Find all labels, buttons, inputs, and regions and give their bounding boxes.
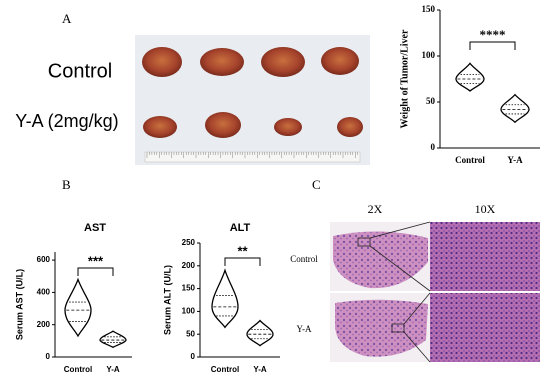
x-tick-label: Y-A — [253, 365, 267, 374]
y-axis-label: Serum ALT (U/L) — [162, 265, 172, 335]
chart-title: AST — [84, 222, 106, 234]
liver — [321, 47, 359, 75]
row-label: Control — [48, 60, 112, 82]
violin — [455, 62, 485, 92]
liver — [143, 116, 177, 138]
zoom-line — [369, 221, 431, 239]
y-tick-label: 100 — [182, 307, 196, 316]
zoom-line — [403, 292, 431, 325]
significance-bracket — [77, 267, 114, 276]
violin — [211, 268, 239, 329]
liver — [200, 48, 244, 76]
x-tick-label: Control — [455, 155, 485, 165]
histology-image — [430, 222, 540, 291]
y-tick-label: 150 — [182, 284, 196, 293]
row-label: Control — [290, 254, 318, 264]
chart-title: ALT — [230, 222, 251, 234]
significance-bracket — [469, 41, 516, 50]
livers — [142, 47, 363, 138]
y-axis-label: Serum AST (U/L) — [14, 269, 24, 340]
panel-label: C — [312, 177, 321, 192]
significance-label: *** — [88, 253, 104, 268]
column-label: 2X — [368, 202, 383, 216]
y-tick-label: 400 — [37, 287, 51, 296]
tissue — [335, 299, 428, 357]
x-tick-label: Control — [211, 365, 239, 374]
y-tick-label: 0 — [46, 352, 51, 361]
zoom-line — [403, 331, 431, 363]
y-tick-label: 250 — [182, 238, 196, 247]
violin — [99, 330, 127, 349]
significance-label: ** — [237, 243, 248, 258]
violin — [64, 277, 92, 338]
liver — [274, 118, 302, 136]
liver — [337, 117, 363, 137]
panel-label: A — [62, 11, 72, 26]
tissue — [333, 231, 428, 289]
y-tick-label: 150 — [422, 4, 436, 14]
row-label: Y-A (2mg/kg) — [15, 111, 118, 131]
violin — [246, 319, 274, 347]
liver — [205, 112, 241, 138]
significance-label: **** — [480, 27, 506, 42]
y-tick-label: 200 — [182, 261, 196, 270]
violin — [500, 93, 530, 124]
panel-label: B — [62, 177, 71, 192]
y-tick-label: 200 — [37, 320, 51, 329]
y-tick-label: 100 — [422, 50, 436, 60]
ruler-ticks — [146, 152, 358, 158]
y-tick-label: 50 — [426, 96, 436, 106]
y-tick-label: 600 — [37, 255, 51, 264]
y-axis-label: Weight of Tumor/Liver — [399, 29, 410, 128]
x-tick-label: Control — [64, 365, 92, 374]
liver — [142, 47, 182, 77]
liver — [261, 47, 305, 77]
x-tick-label: Y-A — [106, 365, 120, 374]
y-tick-label: 0 — [191, 352, 196, 361]
zoom-box — [357, 237, 371, 247]
x-tick-label: Y-A — [507, 155, 523, 165]
significance-bracket — [224, 257, 261, 266]
y-tick-label: 50 — [186, 329, 195, 338]
column-label: 10X — [475, 202, 496, 216]
row-label: Y-A — [297, 324, 312, 334]
zoom-box — [391, 323, 405, 333]
histology-image — [430, 293, 540, 362]
y-tick-label: 0 — [431, 142, 436, 152]
zoom-line — [369, 245, 431, 292]
